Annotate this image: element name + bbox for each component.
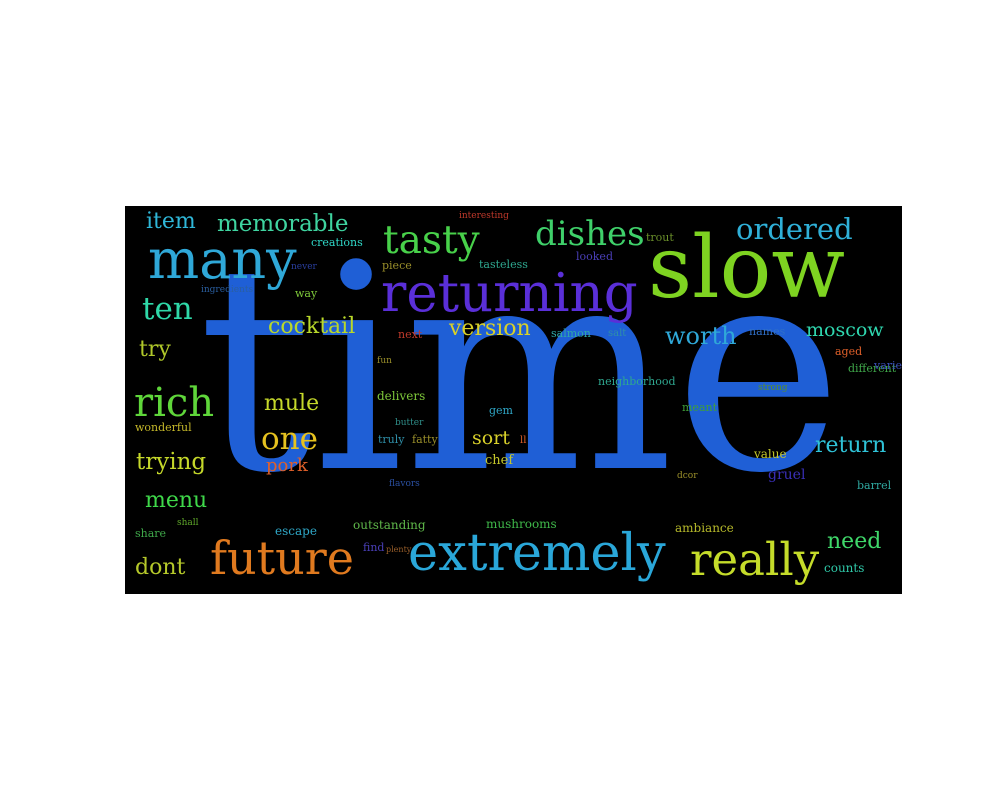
word-one: one — [261, 421, 318, 457]
word-salmon: salmon — [551, 327, 591, 340]
word-many: many — [148, 228, 297, 291]
word-different: different — [848, 362, 897, 375]
word-memorable: memorable — [217, 211, 349, 237]
word-moscow: moscow — [806, 319, 884, 341]
word-share: share — [135, 527, 167, 540]
word-butter: butter — [395, 418, 424, 428]
word-ambiance: ambiance — [675, 521, 734, 535]
word-sort: sort — [472, 427, 510, 449]
word-really: really — [690, 533, 820, 586]
word-return: return — [815, 433, 887, 458]
word-gruel: gruel — [768, 467, 806, 483]
word-ten: ten — [142, 291, 193, 327]
word-creations: creations — [311, 236, 363, 249]
word-slow: slow — [648, 218, 846, 318]
word-way: way — [295, 287, 318, 300]
word-time: time — [198, 206, 843, 536]
word-looked: looked — [576, 250, 613, 263]
word-value: value — [754, 447, 787, 461]
word-gem: gem — [489, 404, 513, 417]
word-ordered: ordered — [736, 212, 853, 246]
word-version: version — [449, 316, 531, 341]
word-ingredients: ingredients — [201, 285, 254, 295]
word-trout: trout — [646, 231, 674, 244]
word-aged: aged — [835, 345, 863, 358]
word-trying: trying — [136, 449, 207, 475]
word-item: item — [146, 209, 196, 234]
word-returning: returning — [381, 263, 638, 324]
word-dont: dont — [135, 555, 186, 580]
word-cocktail: cocktail — [268, 314, 356, 339]
word-escape: escape — [275, 524, 317, 538]
word-shall: shall — [177, 518, 199, 528]
word-fun: fun — [377, 356, 392, 366]
word-pork: pork — [266, 455, 308, 476]
word-cloud: time slow returning many extremely futur… — [125, 206, 902, 594]
word-extremely: extremely — [408, 524, 666, 583]
word-next: next — [398, 328, 423, 341]
word-salt: salt — [608, 328, 627, 339]
word-fatty: fatty — [412, 433, 438, 446]
word-flavors: flavors — [389, 479, 420, 489]
word-menu: menu — [145, 488, 208, 513]
word-neighborhood: neighborhood — [598, 375, 676, 388]
word-names: names — [749, 325, 786, 338]
word-chef: chef — [485, 453, 514, 468]
word-truly: truly — [378, 433, 405, 446]
word-variety: variety — [874, 359, 902, 372]
word-tasty: tasty — [383, 218, 480, 263]
word-find: find — [363, 541, 385, 554]
word-never: never — [291, 262, 317, 272]
word-worth: worth — [665, 322, 737, 350]
word-strong: strong — [758, 383, 788, 393]
word-meant: meant — [682, 401, 718, 414]
word-need: need — [827, 529, 882, 554]
word-interesting: interesting — [459, 211, 509, 221]
word-dishes: dishes — [535, 214, 645, 254]
word-mushrooms: mushrooms — [486, 517, 557, 531]
word-plenty: plenty — [386, 545, 412, 554]
word-counts: counts — [824, 561, 865, 575]
word-piece: piece — [382, 259, 412, 272]
word-rich: rich — [134, 380, 215, 426]
word-delivers: delivers — [377, 389, 426, 403]
word-barrel: barrel — [857, 479, 892, 492]
word-tasteless: tasteless — [479, 258, 528, 271]
word-ll: ll — [520, 435, 527, 446]
word-dcor: dcor — [677, 471, 698, 481]
word-outstanding: outstanding — [353, 518, 426, 532]
word-try: try — [139, 337, 171, 362]
word-wonderful: wonderful — [135, 421, 192, 434]
word-future: future — [210, 531, 354, 585]
word-mule: mule — [264, 391, 320, 416]
